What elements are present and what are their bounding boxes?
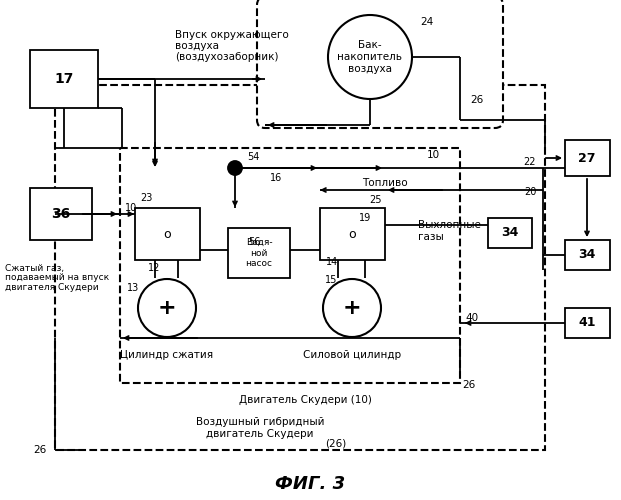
Text: 10: 10: [125, 203, 137, 213]
Text: газы: газы: [418, 232, 444, 242]
Text: 10: 10: [427, 150, 440, 160]
Text: +: +: [158, 298, 176, 318]
Text: 34: 34: [578, 248, 596, 262]
Text: Цилиндр сжатия: Цилиндр сжатия: [120, 350, 214, 360]
Text: 54: 54: [247, 152, 260, 162]
Text: 27: 27: [578, 152, 596, 164]
Text: Выхлопные: Выхлопные: [418, 220, 481, 230]
Bar: [120, 148, 460, 383]
Text: +: +: [343, 298, 361, 318]
Text: Воздушный гибридный: Воздушный гибридный: [196, 417, 324, 427]
Bar: [565, 240, 610, 270]
Text: Бак-: Бак-: [358, 40, 382, 50]
Bar: [30, 188, 92, 240]
Bar: [320, 208, 385, 260]
Text: 13: 13: [127, 283, 139, 293]
Bar: [30, 50, 98, 108]
Text: ФИГ. 3: ФИГ. 3: [275, 475, 345, 493]
Text: 19: 19: [359, 213, 371, 223]
Circle shape: [138, 279, 196, 337]
Bar: [55, 85, 545, 450]
Circle shape: [323, 279, 381, 337]
Text: 25: 25: [369, 195, 381, 205]
Text: подаваемый на впуск: подаваемый на впуск: [5, 274, 109, 282]
Text: накопитель: накопитель: [337, 52, 402, 62]
Text: 40: 40: [465, 313, 478, 323]
Text: 17: 17: [54, 72, 74, 86]
Text: 22: 22: [524, 157, 537, 167]
Text: 41: 41: [578, 316, 596, 330]
Text: ной: ной: [250, 248, 268, 258]
Text: Впуск окружающего: Впуск окружающего: [175, 30, 289, 40]
Circle shape: [228, 161, 242, 175]
Text: (26): (26): [325, 438, 347, 448]
Text: Двигатель Скудери (10): Двигатель Скудери (10): [238, 395, 371, 405]
Text: Силовой цилиндр: Силовой цилиндр: [303, 350, 401, 360]
Bar: [135, 208, 200, 260]
Text: 26: 26: [462, 380, 475, 390]
Text: 26: 26: [34, 445, 47, 455]
Text: двигателя Скудери: двигателя Скудери: [5, 284, 99, 292]
Text: 34: 34: [501, 226, 519, 239]
Text: 56: 56: [248, 237, 260, 247]
Text: o: o: [348, 228, 356, 240]
Text: 36: 36: [52, 207, 71, 221]
Text: двигатель Скудери: двигатель Скудери: [206, 429, 314, 439]
Text: воздуха: воздуха: [175, 41, 219, 51]
Text: 24: 24: [420, 17, 433, 27]
Circle shape: [328, 15, 412, 99]
FancyBboxPatch shape: [257, 0, 503, 128]
Bar: [565, 140, 610, 176]
Text: (воздухозаборник): (воздухозаборник): [175, 52, 278, 62]
Text: Сжатый газ,: Сжатый газ,: [5, 264, 64, 272]
Text: насос: насос: [245, 260, 273, 268]
Text: 12: 12: [148, 263, 160, 273]
Bar: [228, 228, 290, 278]
Bar: [488, 218, 532, 248]
Text: 15: 15: [325, 275, 337, 285]
Text: воздуха: воздуха: [348, 64, 392, 74]
Text: 14: 14: [326, 257, 338, 267]
Text: 26: 26: [470, 95, 483, 105]
Text: 23: 23: [140, 193, 152, 203]
Bar: [565, 308, 610, 338]
Text: o: o: [163, 228, 171, 240]
Text: Топливо: Топливо: [363, 178, 408, 188]
Text: 16: 16: [270, 173, 283, 183]
Text: 20: 20: [524, 187, 536, 197]
Text: Водя-: Водя-: [246, 238, 273, 246]
